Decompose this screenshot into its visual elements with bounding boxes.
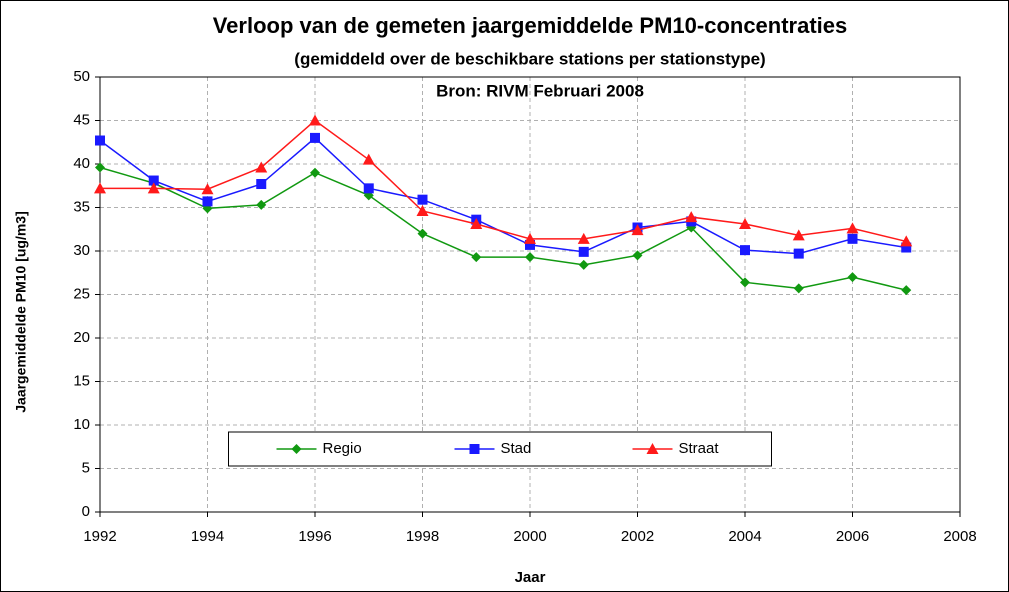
marker	[470, 218, 483, 230]
marker	[363, 183, 374, 194]
marker	[792, 229, 805, 241]
y-tick-label: 0	[82, 503, 90, 520]
legend-label: Regio	[323, 440, 362, 457]
x-tick-label: 1998	[406, 528, 439, 545]
y-tick-label: 15	[73, 372, 90, 389]
x-tick-label: 2006	[836, 528, 869, 545]
marker	[525, 239, 535, 250]
marker	[646, 443, 659, 454]
marker	[901, 242, 912, 253]
marker	[256, 199, 267, 210]
annotation: Bron: RIVM Februari 2008	[436, 81, 644, 100]
y-tick-label: 45	[73, 111, 90, 128]
marker	[147, 182, 160, 194]
marker	[291, 444, 302, 454]
marker	[578, 259, 589, 270]
y-tick-label: 35	[73, 198, 90, 215]
series-line	[100, 119, 907, 243]
series-line	[99, 136, 907, 255]
x-tick-label: 2002	[621, 528, 654, 545]
x-axis-label: Jaar	[515, 569, 546, 586]
y-tick-label: 40	[73, 155, 90, 172]
marker	[847, 233, 858, 244]
marker	[95, 162, 105, 173]
marker	[900, 235, 913, 247]
marker	[577, 232, 590, 244]
marker	[847, 272, 858, 283]
plot-border	[99, 76, 961, 513]
y-tick-label: 30	[73, 242, 90, 259]
marker	[793, 283, 804, 294]
marker	[631, 224, 644, 236]
x-tick-label: 2008	[943, 528, 976, 545]
marker	[685, 211, 698, 223]
chart-subtitle: (gemiddeld over de beschikbare stations …	[294, 49, 765, 68]
marker	[256, 179, 267, 190]
x-tick-label: 1992	[83, 528, 116, 545]
x-tick-label: 2000	[513, 528, 546, 545]
marker	[94, 182, 106, 194]
legend-label: Straat	[679, 440, 720, 457]
chart-title: Verloop van de gemeten jaargemiddelde PM…	[213, 13, 848, 38]
marker	[632, 250, 643, 261]
marker	[416, 204, 429, 216]
y-axis-label: Jaargemiddelde PM10 [ug/m3]	[13, 211, 29, 413]
series-line	[99, 166, 907, 291]
marker	[417, 194, 428, 205]
marker	[255, 161, 268, 173]
marker	[901, 285, 912, 296]
x-tick-label: 1994	[191, 528, 224, 545]
y-tick-label: 10	[73, 416, 90, 433]
marker	[310, 167, 320, 178]
marker	[417, 228, 428, 239]
legend-box	[228, 431, 772, 467]
marker	[793, 248, 804, 259]
marker	[148, 175, 159, 186]
marker	[740, 245, 750, 256]
y-tick-label: 50	[73, 68, 90, 85]
marker	[201, 183, 214, 195]
marker	[469, 444, 480, 454]
x-tick-label: 2004	[728, 528, 761, 545]
marker	[739, 218, 751, 230]
marker	[525, 252, 535, 263]
legend-label: Stad	[501, 440, 532, 457]
marker	[524, 232, 536, 244]
y-tick-label: 5	[82, 459, 90, 476]
marker	[309, 114, 321, 126]
marker	[846, 222, 859, 234]
marker	[310, 132, 320, 143]
marker	[202, 196, 213, 207]
x-tick-label: 1996	[298, 528, 331, 545]
marker	[740, 277, 750, 288]
marker	[362, 153, 375, 165]
marker	[95, 135, 105, 146]
marker	[471, 252, 482, 263]
marker	[578, 246, 589, 257]
y-tick-label: 25	[73, 285, 90, 302]
y-tick-label: 20	[73, 329, 90, 346]
